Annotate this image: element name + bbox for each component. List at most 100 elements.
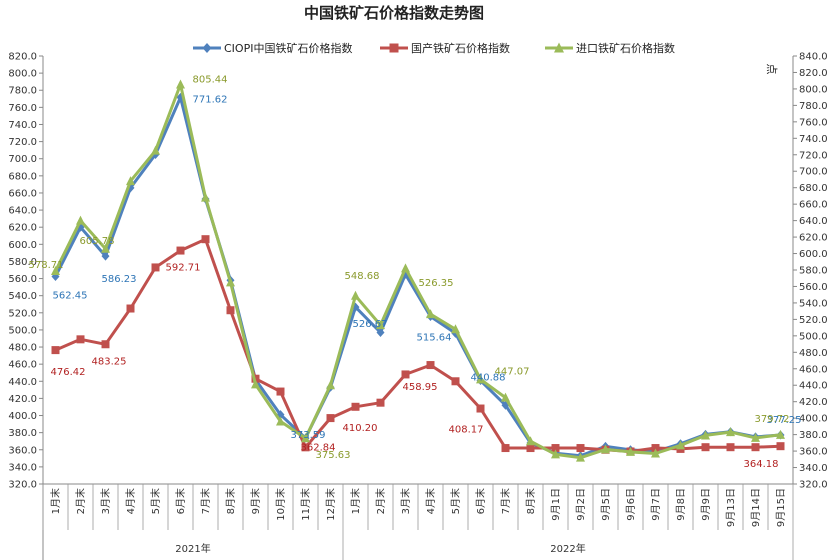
square-marker (776, 442, 785, 451)
y-tick-label: 660.0 (8, 188, 37, 199)
y-tick-label: 420.0 (8, 394, 37, 405)
square-marker (751, 443, 760, 452)
x-tick-label: 6月末 (174, 488, 187, 514)
triangle-marker (351, 290, 360, 300)
square-marker (651, 444, 660, 453)
group-label: 2022年 (550, 542, 585, 555)
y2-tick-label: 660.0 (799, 200, 828, 211)
x-tick-label: 9月2日 (575, 488, 587, 521)
x-tick-label: 9月9日 (700, 488, 712, 521)
data-label: 458.95 (403, 382, 438, 393)
square-marker (451, 377, 460, 386)
triangle-marker (401, 263, 410, 273)
triangle-marker (426, 309, 435, 319)
square-marker (201, 235, 210, 244)
y2-tick-label: 680.0 (799, 183, 828, 194)
data-label: 605.78 (80, 236, 115, 247)
y-tick-label: 340.0 (8, 462, 37, 473)
triangle-marker (201, 192, 210, 202)
y-tick-label: 520.0 (8, 308, 37, 319)
y2-tick-label: 420.0 (799, 397, 828, 408)
data-label: 373.59 (291, 430, 326, 441)
y2-tick-label: 640.0 (799, 216, 828, 227)
triangle-marker (501, 392, 510, 402)
data-label: 805.44 (193, 74, 228, 85)
triangle-marker (726, 427, 735, 437)
y-tick-label: 540.0 (8, 291, 37, 302)
data-label: 447.07 (495, 366, 530, 377)
x-tick-label: 7月末 (199, 488, 212, 514)
triangle-marker (376, 320, 385, 330)
x-tick-label: 9月6日 (625, 488, 637, 521)
triangle-marker (701, 430, 710, 440)
y-tick-label: 820.0 (8, 52, 37, 63)
y-tick-label: 360.0 (8, 445, 37, 456)
y-tick-label: 780.0 (8, 86, 37, 97)
square-marker (276, 387, 285, 396)
square-marker (426, 361, 435, 370)
data-label: 375.63 (316, 450, 351, 461)
y2-tick-label: 480.0 (799, 348, 828, 359)
y-tick-label: 380.0 (8, 428, 37, 439)
y-tick-label: 440.0 (8, 377, 37, 388)
data-label: 526.67 (353, 319, 388, 330)
triangle-marker (601, 444, 610, 454)
square-marker (326, 414, 335, 423)
data-label: 526.35 (419, 278, 454, 289)
x-tick-label: 4月末 (124, 488, 137, 514)
x-tick-label: 9月15日 (775, 488, 787, 527)
data-label: 578.71 (29, 260, 64, 271)
x-tick-label: 8月末 (224, 488, 237, 514)
triangle-marker (526, 436, 535, 446)
y-tick-label: 700.0 (8, 154, 37, 165)
legend: CIOPI中国铁矿石价格指数 国产铁矿石价格指数 进口铁矿石价格指数 (193, 41, 675, 55)
y2-tick-label: 320.0 (799, 480, 828, 491)
y2-tick-label: 460.0 (799, 364, 828, 375)
square-marker (526, 444, 535, 453)
x-tick-label: 2月末 (74, 488, 87, 514)
x-tick-label: 9月8日 (675, 488, 687, 521)
right-axis-unit: 点 (765, 64, 778, 75)
series-line-3 (54, 82, 781, 460)
x-tick-label: 9月14日 (750, 488, 762, 527)
series-line-2 (54, 237, 781, 453)
data-label: 476.42 (51, 367, 86, 378)
y2-tick-label: 380.0 (799, 430, 828, 441)
triangle-marker (251, 379, 260, 389)
group-label: 2021年 (175, 542, 210, 555)
square-marker (376, 398, 385, 407)
legend-label: CIOPI中国铁矿石价格指数 (224, 41, 352, 55)
x-tick-label: 3月末 (399, 488, 412, 514)
x-tick-label: 4月末 (424, 488, 437, 514)
square-marker (351, 402, 360, 411)
data-label: 377.25 (767, 415, 802, 426)
square-marker (701, 443, 710, 452)
square-marker (389, 43, 399, 53)
legend-label: 进口铁矿石价格指数 (576, 41, 675, 55)
y2-tick-label: 740.0 (799, 134, 828, 145)
data-label: 562.45 (53, 290, 88, 301)
diamond-marker (101, 251, 110, 261)
y2-tick-label: 440.0 (799, 381, 828, 392)
square-marker (126, 304, 135, 313)
chart-title: 中国铁矿石价格指数走势图 (304, 4, 484, 22)
y-tick-label: 620.0 (8, 223, 37, 234)
y-tick-label: 720.0 (8, 137, 37, 148)
data-label: 410.20 (343, 423, 378, 434)
data-label: 586.23 (102, 274, 137, 285)
diamond-marker (202, 43, 212, 53)
x-tick-label: 11月末 (299, 488, 312, 521)
axes: 320.0 340.0 360.0 380.0 400.0 420.0 440.0 460.0… (8, 52, 828, 560)
x-tick-label: 1月末 (49, 488, 62, 514)
triangle-marker (301, 433, 310, 443)
legend-label: 国产铁矿石价格指数 (411, 41, 510, 55)
x-tick-label: 5月末 (449, 488, 462, 514)
triangle-marker (76, 215, 85, 225)
triangle-marker (676, 440, 685, 450)
plot-area (51, 79, 785, 462)
data-label: 379.72 (755, 414, 790, 425)
y2-tick-label: 720.0 (799, 150, 828, 161)
x-tick-label: 9月5日 (600, 488, 612, 521)
y-tick-label: 580.0 (8, 257, 37, 268)
